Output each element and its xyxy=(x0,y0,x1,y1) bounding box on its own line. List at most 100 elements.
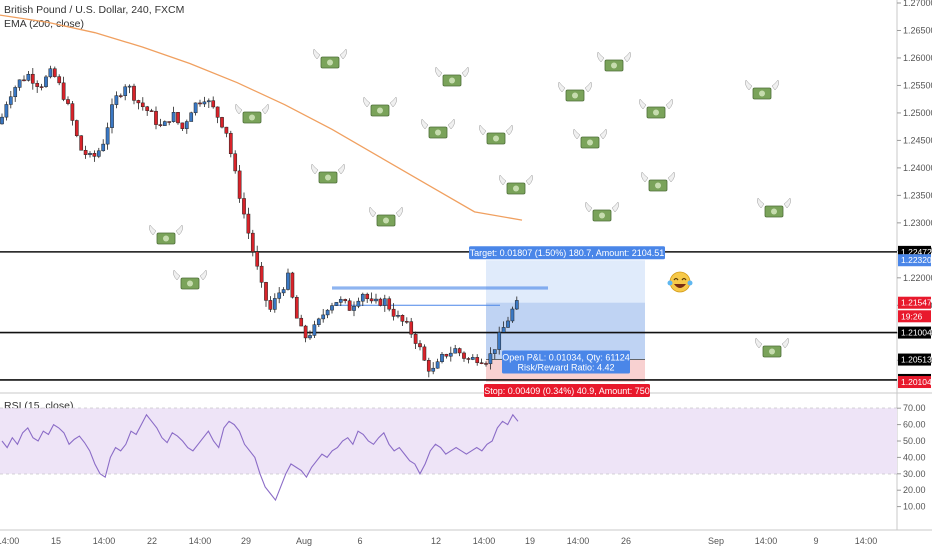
money-with-wings-icon xyxy=(478,124,514,145)
candle-up xyxy=(352,305,356,311)
money-with-wings-icon xyxy=(756,197,792,218)
candle-down xyxy=(303,325,308,339)
candle-down xyxy=(39,86,44,88)
candle-up xyxy=(501,327,506,333)
candle-down xyxy=(299,317,304,327)
candle-up xyxy=(514,300,519,310)
candle-up xyxy=(334,302,339,306)
candle-down xyxy=(66,99,70,104)
money-with-wings-icon xyxy=(434,66,470,87)
candle-up xyxy=(127,85,132,88)
open-pnl-label-text: Risk/Reward Ratio: 4.42 xyxy=(517,363,614,373)
candle-up xyxy=(396,315,400,317)
candle-down xyxy=(404,321,409,323)
candle-down xyxy=(233,153,238,172)
money-with-wings-icon xyxy=(368,206,404,227)
emoji-tear xyxy=(687,280,693,286)
time-tick-label: 14:00 xyxy=(93,536,116,546)
candle-down xyxy=(70,103,75,121)
chart-title: British Pound / U.S. Dollar, 240, FXCM xyxy=(4,4,185,16)
time-tick-label: 29 xyxy=(241,536,251,546)
candle-down xyxy=(259,265,264,283)
stop-label-text: Stop: 0.00409 (0.34%) 40.9, Amount: 750 xyxy=(484,386,650,396)
candle-up xyxy=(325,309,330,316)
candle-down xyxy=(444,353,449,357)
rsi-tick-label: 60.00 xyxy=(903,420,926,430)
money-with-wings-icon xyxy=(420,118,456,139)
candle-down xyxy=(294,296,299,319)
candle-down xyxy=(475,357,480,363)
candle-down xyxy=(418,343,422,348)
candle-up xyxy=(488,353,493,365)
tears-of-joy-icon xyxy=(667,271,693,293)
candle-down xyxy=(224,126,229,134)
candle-down xyxy=(154,110,158,125)
candle-down xyxy=(365,293,370,300)
time-tick-label: 14:00 xyxy=(567,536,590,546)
candle-down xyxy=(250,232,255,252)
price-axis-badge xyxy=(898,353,931,366)
money-with-wings-icon xyxy=(638,98,674,119)
candle-down xyxy=(462,352,466,359)
candle-up xyxy=(272,298,277,310)
time-tick-label: 12 xyxy=(431,536,441,546)
money-with-wings-icon xyxy=(498,174,534,195)
time-tick-label: 6 xyxy=(357,536,362,546)
candle-up xyxy=(123,86,128,96)
candle-up xyxy=(497,332,502,350)
time-tick-label: 14:00 xyxy=(473,536,496,546)
price-axis-badge xyxy=(898,254,931,267)
price-axis-badge-text: 1.20513 xyxy=(901,355,932,365)
candle-down xyxy=(215,106,220,118)
price-axis-badge xyxy=(898,310,931,323)
candle-up xyxy=(4,104,9,118)
candle-up xyxy=(105,127,110,145)
price-tick-label: 1.23000 xyxy=(903,218,932,228)
candle-down xyxy=(167,121,172,123)
rsi-tick-label: 20.00 xyxy=(903,485,926,495)
candle-up xyxy=(356,300,361,307)
candle-down xyxy=(180,122,185,129)
candle-up xyxy=(26,73,31,81)
time-tick-label: 14:00 xyxy=(0,536,19,546)
candle-down xyxy=(242,198,246,215)
money-with-wings-icon xyxy=(172,269,208,290)
price-tick-label: 1.24000 xyxy=(903,163,932,173)
money-with-wings-icon xyxy=(310,163,346,184)
rsi-tick-label: 40.00 xyxy=(903,452,926,462)
rsi-tick-label: 10.00 xyxy=(903,502,926,512)
candle-down xyxy=(52,68,57,77)
candle-down xyxy=(211,100,216,108)
candle-down xyxy=(479,362,484,364)
price-axis-badge xyxy=(898,376,931,389)
money-with-wings-icon xyxy=(640,171,676,192)
candle-up xyxy=(440,353,444,362)
candle-up xyxy=(448,352,453,357)
price-tick-label: 1.24500 xyxy=(903,135,932,145)
money-with-wings-icon xyxy=(596,51,632,72)
candle-up xyxy=(360,293,365,302)
emoji-eyes xyxy=(673,277,687,281)
target-label: Target: 0.01807 (1.50%) 180.7, Amount: 2… xyxy=(469,246,665,260)
candle-up xyxy=(206,100,211,103)
money-with-wings-icon xyxy=(362,96,398,117)
open-pnl-label-bg xyxy=(502,350,630,374)
candle-down xyxy=(268,300,273,310)
candle-up xyxy=(338,299,343,303)
price-tick-label: 1.27000 xyxy=(903,0,932,8)
rsi-tick-label: 50.00 xyxy=(903,436,926,446)
price-axis-badge xyxy=(898,326,931,339)
rsi-line xyxy=(1,413,519,502)
candle-up xyxy=(312,324,317,336)
price-tick-label: 1.22000 xyxy=(903,273,932,283)
emoji-face xyxy=(669,271,691,293)
candle-down xyxy=(30,73,35,84)
candle-up xyxy=(101,143,106,152)
price-tick-label: 1.25000 xyxy=(903,108,932,118)
price-axis-badge-text: 1.21547 xyxy=(901,298,932,308)
candle-up xyxy=(308,335,312,339)
candle-up xyxy=(0,116,4,125)
price-axis-badge xyxy=(898,296,931,309)
candle-up xyxy=(162,121,167,126)
